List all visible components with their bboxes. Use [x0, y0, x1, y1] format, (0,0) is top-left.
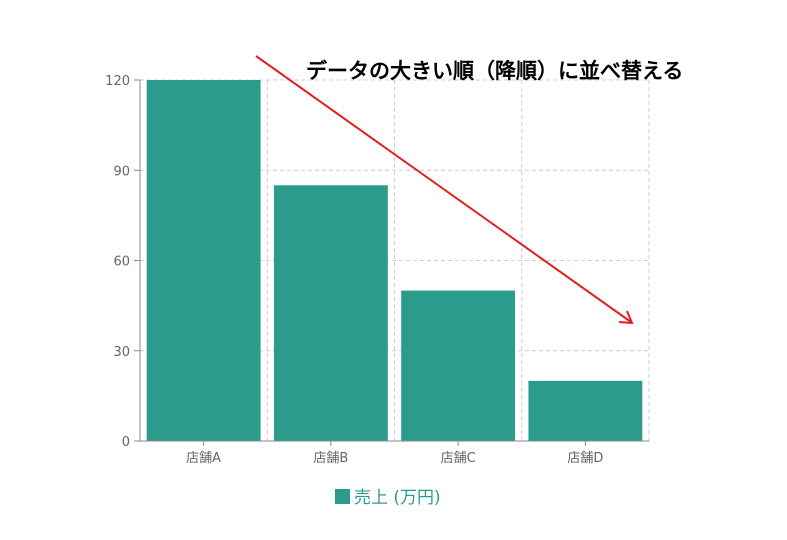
legend-label: 売上 (万円): [354, 488, 441, 508]
y-tick-label: 30: [113, 345, 130, 360]
annotation-text: データの大きい順（降順）に並べ替える: [306, 59, 683, 83]
descending-arrow-head: [618, 310, 634, 325]
bar-2: [273, 185, 388, 441]
bar-3: [401, 290, 516, 441]
bars-layer: [146, 80, 643, 441]
arrow-layer: [255, 55, 634, 325]
bar-4: [528, 380, 643, 441]
x-tick-label: 店舗B: [313, 451, 348, 466]
bar-1: [146, 80, 261, 441]
y-tick-label: 90: [113, 164, 130, 179]
descending-arrow-line: [255, 55, 632, 323]
y-tick-label: 60: [113, 255, 130, 270]
y-tick-label: 0: [122, 435, 130, 450]
x-tick-label: 店舗C: [441, 451, 476, 466]
x-tick-label: 店舗A: [186, 451, 221, 466]
y-tick-label: 120: [105, 74, 130, 89]
legend-swatch: [335, 489, 350, 504]
x-tick-label: 店舗D: [567, 451, 603, 466]
axis-layer: 0 30 60 90 120 店舗A 店舗B 店舗C 店舗D: [105, 74, 649, 466]
